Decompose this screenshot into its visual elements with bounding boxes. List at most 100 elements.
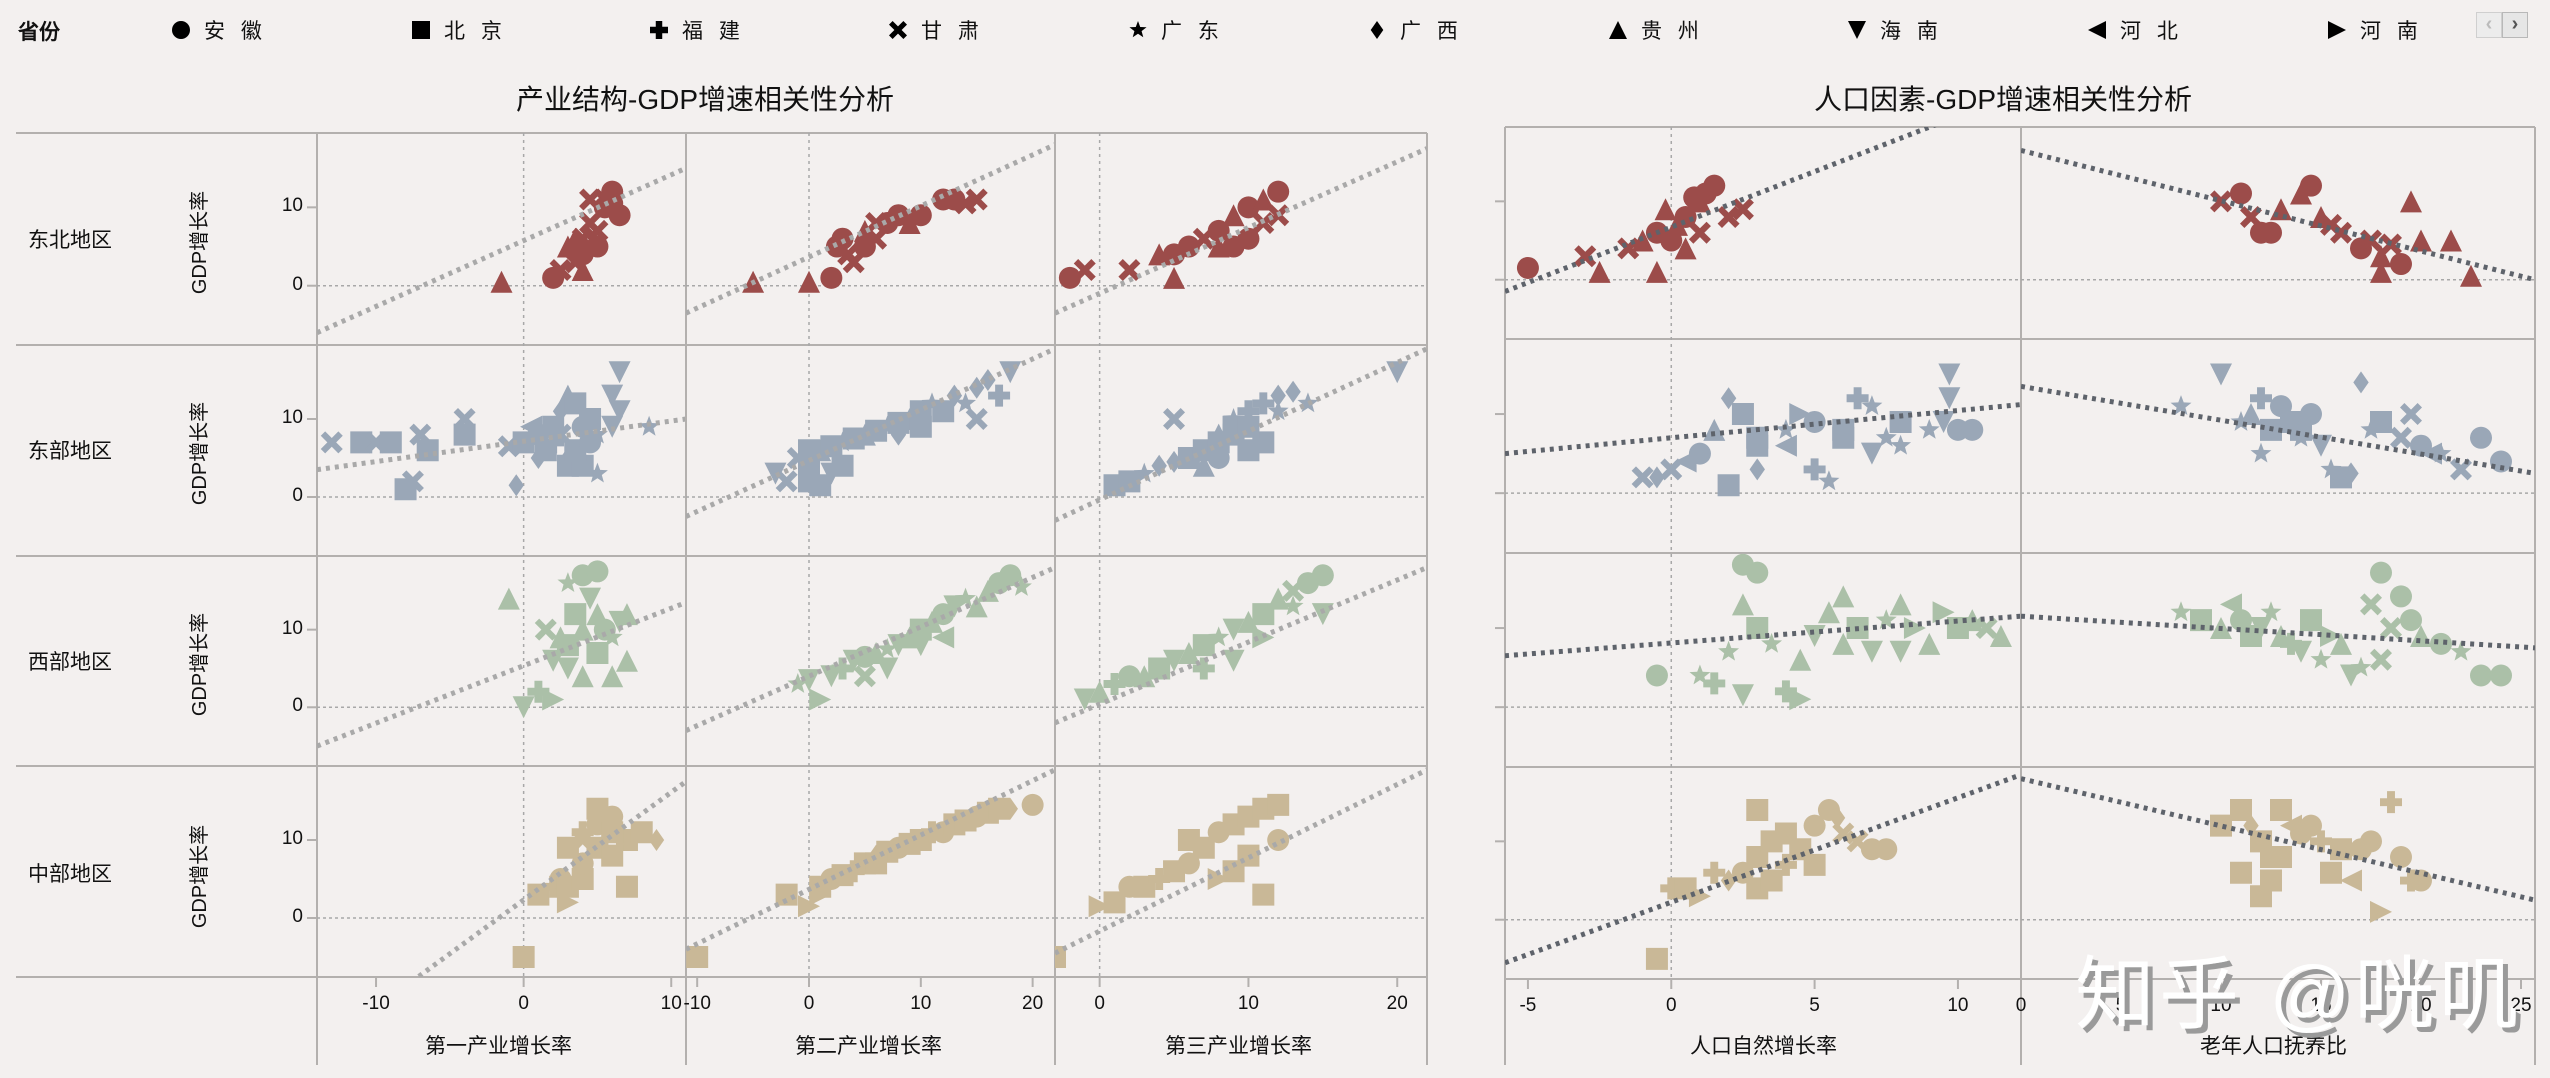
data-point	[1860, 442, 1883, 465]
data-point	[2210, 814, 2232, 837]
data-point	[1058, 266, 1081, 289]
tick-label: 25	[2510, 995, 2532, 1016]
data-point	[2490, 450, 2512, 473]
data-point	[1192, 454, 1215, 477]
data-point	[798, 669, 820, 692]
data-point	[1073, 259, 1096, 282]
data-point	[1731, 684, 1754, 707]
data-point	[1718, 640, 1740, 661]
data-point	[1267, 587, 1290, 610]
data-point	[2400, 403, 2422, 426]
data-point	[1103, 672, 1126, 695]
legend-prev-button[interactable]: ‹	[2476, 12, 2502, 38]
data-point	[946, 384, 963, 407]
data-point	[980, 369, 996, 391]
legend-item-label: 北 京	[444, 20, 507, 43]
data-point	[775, 883, 798, 906]
data-point	[648, 829, 665, 851]
data-point	[608, 400, 631, 423]
data-point	[1574, 245, 1597, 268]
data-point	[1703, 861, 1726, 884]
data-point	[1645, 947, 1668, 970]
data-point	[932, 400, 955, 423]
data-point	[1875, 838, 1898, 861]
data-point	[564, 603, 587, 626]
data-point	[1717, 474, 1740, 497]
data-point	[1645, 260, 1668, 283]
data-point	[1021, 793, 1044, 816]
data-point	[809, 883, 832, 906]
data-point	[601, 192, 624, 215]
data-point	[820, 462, 843, 485]
data-point	[809, 474, 832, 497]
data-point	[608, 361, 631, 384]
trend-line	[317, 600, 686, 749]
data-point	[1270, 384, 1286, 407]
data-point	[2230, 861, 2252, 884]
panel-东北地区-1	[686, 142, 1055, 316]
data-point	[512, 696, 535, 719]
data-point	[1207, 868, 1230, 890]
x-axis-title-secondary: 第二产业增长率	[795, 1035, 942, 1058]
data-point	[2380, 617, 2402, 640]
legend-item-5[interactable]: 广 西	[1366, 15, 1463, 45]
tick-label: 0	[292, 485, 303, 506]
legend-item-9[interactable]: 河 南	[2326, 15, 2423, 45]
data-point	[1133, 462, 1155, 483]
data-point	[999, 564, 1022, 587]
data-point	[1760, 869, 1783, 892]
data-point	[571, 829, 594, 851]
data-point	[842, 251, 865, 274]
trend-line	[2021, 147, 2535, 283]
data-point	[2230, 799, 2252, 822]
data-point	[1010, 575, 1032, 596]
tick-label: 10	[281, 828, 303, 849]
data-point	[1222, 860, 1245, 883]
cross-glyph	[650, 21, 668, 39]
data-point	[1938, 363, 1961, 386]
panel-东部地区-0	[1505, 363, 2021, 497]
legend-next-button[interactable]: ›	[2502, 12, 2528, 38]
triangle-left-icon	[2088, 21, 2106, 39]
legend-item-3[interactable]: 甘 肃	[887, 15, 984, 45]
legend-pager: ‹ ›	[2476, 12, 2528, 38]
chart-1	[1495, 126, 2536, 1065]
data-point	[2410, 869, 2432, 892]
data-point	[2240, 403, 2262, 426]
data-point	[1666, 213, 1688, 236]
legend-item-7[interactable]: 海 南	[1846, 15, 1943, 45]
legend-item-1[interactable]: 北 京	[410, 15, 507, 45]
data-point	[1889, 640, 1912, 663]
data-point	[534, 439, 557, 462]
legend-item-6[interactable]: 贵 州	[1607, 15, 1704, 45]
data-point	[2300, 609, 2322, 632]
data-point	[571, 618, 594, 641]
legend-item-4[interactable]: 广 东	[1127, 15, 1224, 45]
legend-item-2[interactable]: 福 建	[648, 15, 745, 45]
data-point	[909, 415, 932, 438]
data-point	[2300, 174, 2322, 197]
data-point	[1311, 564, 1334, 587]
x-axis-title-primary: 第一产业增长率	[425, 1035, 572, 1058]
data-point	[2290, 182, 2312, 205]
data-point	[1818, 470, 1840, 491]
data-point	[1267, 793, 1290, 816]
data-point	[820, 266, 843, 289]
data-point	[2280, 632, 2302, 655]
data-point	[1237, 400, 1260, 423]
data-point	[527, 680, 550, 703]
star-icon	[1129, 21, 1147, 38]
data-point	[1703, 672, 1726, 695]
data-point	[955, 392, 977, 413]
data-point	[2250, 617, 2272, 640]
panel-西部地区-0	[1505, 553, 2021, 711]
triangle-down-glyph	[1848, 21, 1866, 39]
data-point	[2210, 363, 2232, 386]
data-point	[2370, 245, 2392, 268]
data-point	[1703, 174, 1726, 197]
legend-item-8[interactable]: 河 北	[2086, 15, 2183, 45]
tick-label: 10	[1237, 993, 1259, 1014]
data-point	[2360, 593, 2382, 616]
legend-item-0[interactable]: 安 徽	[170, 15, 267, 45]
panel-东北地区-0	[317, 165, 686, 336]
